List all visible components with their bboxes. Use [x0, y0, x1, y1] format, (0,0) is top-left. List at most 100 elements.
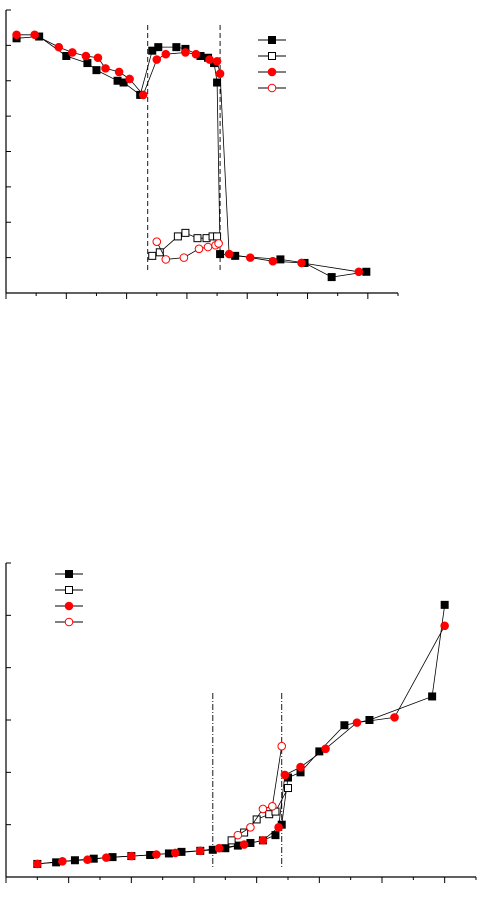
data-point: [296, 762, 305, 772]
chart-1: [5, 9, 399, 299]
data-point: [268, 256, 278, 266]
data-point: [212, 56, 222, 66]
series-line: [16, 36, 367, 278]
chart-2: [5, 562, 477, 883]
legend-marker: [65, 570, 73, 578]
legend-marker: [267, 67, 277, 77]
data-point: [276, 255, 285, 264]
data-point: [327, 273, 336, 282]
data-point: [227, 836, 236, 845]
data-point: [172, 43, 181, 52]
data-point: [216, 250, 225, 259]
data-point: [258, 804, 268, 814]
data-point: [12, 30, 21, 40]
data-point: [340, 721, 349, 730]
data-point: [195, 846, 205, 856]
data-point: [258, 836, 268, 845]
data-point: [93, 53, 103, 63]
data-point: [33, 859, 42, 869]
data-point: [440, 600, 449, 609]
legend-marker: [267, 83, 277, 93]
legend-marker: [64, 617, 74, 627]
data-point: [352, 718, 362, 727]
data-point: [284, 784, 292, 793]
data-point: [119, 78, 128, 87]
data-point: [213, 232, 222, 241]
data-point: [191, 49, 201, 59]
data-point: [233, 830, 243, 840]
data-point: [354, 267, 364, 277]
data-point: [224, 249, 234, 259]
legend-marker: [268, 36, 276, 44]
data-point: [62, 51, 71, 60]
data-point: [214, 843, 224, 853]
data-point: [83, 855, 92, 865]
data-point: [101, 853, 111, 862]
data-point: [179, 253, 189, 262]
data-point: [181, 228, 190, 237]
data-point: [252, 815, 261, 824]
data-point: [170, 848, 180, 858]
data-point: [161, 255, 171, 264]
data-point: [205, 55, 214, 64]
data-point: [215, 69, 225, 78]
data-point: [277, 741, 287, 751]
series-3: [12, 30, 364, 277]
series-1: [33, 600, 449, 868]
data-point: [155, 248, 164, 257]
data-point: [362, 267, 371, 276]
data-point: [214, 239, 223, 248]
data-point: [440, 621, 449, 631]
data-point: [92, 66, 101, 75]
data-point: [68, 48, 77, 57]
series-4: [233, 741, 287, 840]
data-point: [58, 857, 67, 866]
data-point: [30, 30, 39, 40]
data-point: [213, 78, 222, 87]
series-4: [152, 237, 223, 264]
data-point: [152, 55, 162, 64]
data-point: [161, 49, 171, 59]
data-point: [390, 713, 399, 722]
data-point: [83, 59, 92, 68]
data-point: [194, 244, 204, 254]
data-point: [173, 232, 182, 241]
data-point: [152, 237, 162, 247]
data-point: [280, 770, 290, 780]
data-point: [101, 64, 110, 73]
data-point: [271, 831, 280, 840]
data-point: [138, 90, 148, 100]
data-point: [428, 692, 437, 701]
data-point: [81, 51, 91, 61]
data-point: [125, 74, 134, 84]
legend: [258, 36, 286, 93]
data-point: [321, 744, 330, 754]
data-point: [239, 840, 249, 849]
series-1: [12, 32, 371, 282]
data-point: [297, 258, 306, 268]
series-2: [148, 228, 222, 260]
data-point: [268, 802, 277, 811]
data-point: [365, 716, 374, 724]
data-point: [274, 822, 283, 832]
data-point: [127, 851, 136, 861]
data-point: [114, 67, 124, 77]
legend-marker: [65, 586, 73, 594]
series-3: [33, 621, 449, 869]
legend: [55, 570, 83, 627]
data-point: [181, 48, 190, 57]
data-point: [193, 234, 202, 243]
legend-marker: [268, 52, 276, 60]
series-line: [37, 625, 446, 865]
data-point: [152, 850, 161, 859]
legend-marker: [64, 601, 74, 611]
series-line: [37, 604, 446, 865]
data-point: [54, 42, 64, 52]
data-point: [154, 43, 163, 52]
series-2: [227, 784, 292, 845]
series-line: [16, 34, 359, 273]
data-point: [148, 251, 157, 260]
data-point: [245, 253, 255, 262]
data-point: [203, 242, 213, 252]
